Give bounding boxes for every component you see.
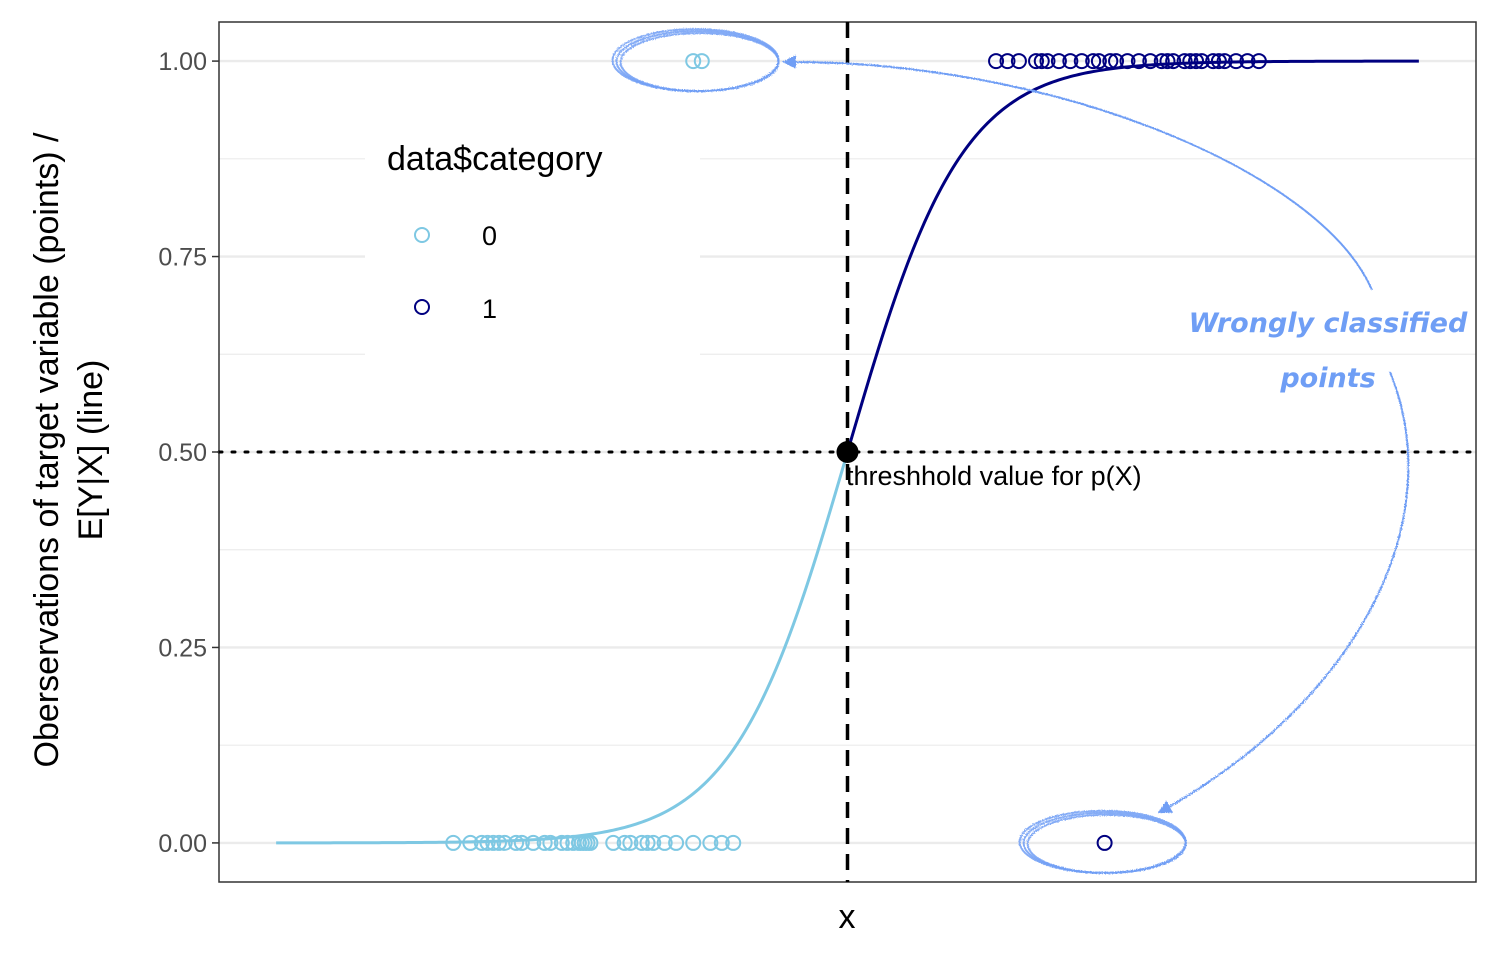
data-point-0: [582, 834, 599, 851]
threshold-point: [836, 441, 859, 463]
data-point-1: [1039, 53, 1056, 70]
data-point-1: [1165, 53, 1182, 70]
data-point-0: [508, 834, 525, 851]
y-axis-title-line-2: E[Y|X] (line): [72, 360, 110, 541]
annotation-line-2: points: [1279, 363, 1375, 394]
data-point-1: [1102, 53, 1119, 70]
y-tick-label: 0.25: [158, 634, 207, 662]
y-axis-title: Oberservations of target variable (point…: [28, 132, 110, 768]
legend-key-1: [414, 299, 430, 315]
data-point-0: [656, 834, 673, 851]
data-point-0: [622, 834, 639, 851]
data-point-0: [725, 834, 742, 851]
arrow-to-bottom-point: [1157, 371, 1410, 814]
y-tick-label: 1.00: [158, 48, 207, 76]
data-point-1: [1062, 53, 1079, 70]
legend-key-0: [414, 227, 430, 243]
y-tick-label: 0.00: [158, 830, 207, 858]
data-point-0: [542, 834, 559, 851]
data-point-1: [1085, 53, 1102, 70]
data-point-0: [479, 834, 496, 851]
data-point-0: [553, 834, 570, 851]
data-points: [445, 53, 1267, 851]
data-point-1: [1159, 53, 1176, 70]
y-tick-label: 0.50: [158, 439, 207, 467]
data-point-1: [1028, 53, 1045, 70]
data-point-0: [645, 834, 662, 851]
data-point-1: [1216, 53, 1233, 70]
data-point-0: [616, 834, 633, 851]
data-point-1: [1153, 53, 1170, 70]
data-point-1: [1108, 53, 1125, 70]
data-point-1: [1210, 53, 1227, 70]
data-point-1: [1096, 834, 1113, 851]
data-point-0: [713, 834, 730, 851]
data-point-0: [525, 834, 542, 851]
legend: data$category 0 1: [365, 125, 700, 355]
data-point-1: [1250, 53, 1267, 70]
data-point-0: [685, 834, 702, 851]
y-axis-title-line-1: Oberservations of target variable (point…: [28, 132, 66, 768]
data-point-0: [685, 53, 702, 70]
data-point-1: [1073, 53, 1090, 70]
data-point-1: [1010, 53, 1027, 70]
data-point-1: [1130, 53, 1147, 70]
data-point-0: [668, 834, 685, 851]
annotation-line-1: Wrongly classified: [1189, 308, 1468, 339]
ellipse-bottom: [1026, 813, 1187, 874]
wrongly-classified-highlights: [611, 28, 1187, 874]
data-point-1: [988, 53, 1005, 70]
data-point-1: [999, 53, 1016, 70]
data-point-1: [1228, 53, 1245, 70]
data-point-1: [1188, 53, 1205, 70]
x-axis-title: x: [839, 898, 856, 936]
data-point-0: [485, 834, 502, 851]
legend-label-0: 0: [482, 221, 497, 251]
arrow-to-top-points: [782, 54, 1373, 291]
data-point-1: [1050, 53, 1067, 70]
data-point-0: [490, 834, 507, 851]
data-point-0: [445, 834, 462, 851]
y-tick-label: 0.75: [158, 244, 207, 272]
legend-label-1: 1: [482, 294, 497, 324]
data-point-1: [1182, 53, 1199, 70]
data-point-1: [1239, 53, 1256, 70]
data-point-0: [513, 834, 530, 851]
data-point-1: [1205, 53, 1222, 70]
data-point-1: [1090, 53, 1107, 70]
threshold-label: threshhold value for p(X): [846, 461, 1142, 491]
data-point-1: [1142, 53, 1159, 70]
data-point-0: [473, 834, 490, 851]
legend-title: data$category: [387, 140, 603, 178]
data-point-0: [639, 834, 656, 851]
ellipse-top: [619, 32, 780, 93]
data-point-1: [1176, 53, 1193, 70]
data-point-0: [605, 834, 622, 851]
legend-background: [365, 125, 700, 355]
wrongly-classified-annotation: Wrongly classified points: [782, 54, 1468, 814]
data-point-0: [536, 834, 553, 851]
y-axis-ticks: 0.00 0.25 0.50 0.75 1.00: [158, 48, 219, 858]
data-point-0: [496, 834, 513, 851]
data-point-1: [1193, 53, 1210, 70]
data-point-1: [1033, 53, 1050, 70]
data-point-0: [633, 834, 650, 851]
data-point-0: [702, 834, 719, 851]
data-point-1: [1119, 53, 1136, 70]
data-point-0: [693, 53, 710, 70]
data-point-0: [462, 834, 479, 851]
